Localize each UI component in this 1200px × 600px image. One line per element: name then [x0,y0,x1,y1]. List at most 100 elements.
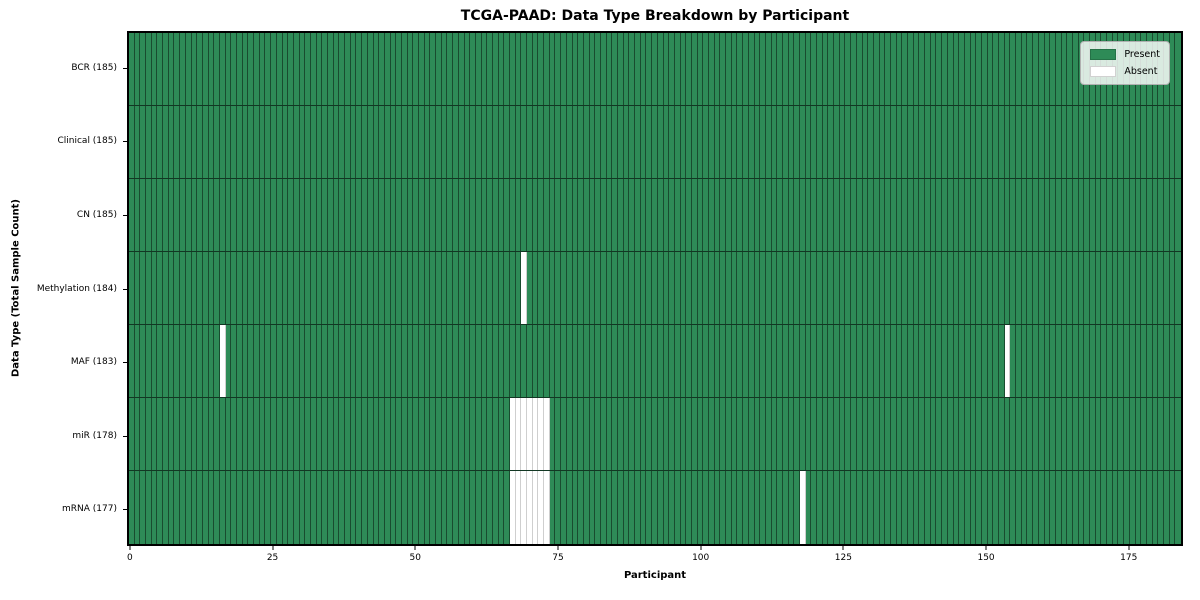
cell-present [754,471,761,544]
cell-present [1072,33,1079,105]
cell-present [635,325,641,397]
cell-present [896,325,903,397]
cell-present [544,325,550,397]
cell-present [413,252,419,324]
cell-present [214,179,220,251]
cell-present [470,106,476,178]
cell-present [578,33,584,105]
cell-present [322,325,329,397]
cell-present [140,398,147,470]
cell-present [231,179,238,251]
cell-present [424,106,431,178]
cell-present [720,398,727,470]
cell-present [1044,179,1051,251]
cell-present [527,252,533,324]
cell-present [1038,252,1045,324]
cell-present [953,252,960,324]
cell-present [981,106,988,178]
cell-present [561,398,567,470]
cell-present [1038,179,1045,251]
cell-present [817,33,823,105]
cell-present [623,33,630,105]
cell-present [549,106,556,178]
cell-present [578,398,584,470]
cell-present [726,471,732,544]
cell-present [578,471,584,544]
cell-present [566,252,573,324]
cell-present [202,179,209,251]
cell-present [509,106,516,178]
cell-present [350,179,357,251]
cell-present [1061,179,1068,251]
cell-present [1169,179,1176,251]
cell-present [259,106,266,178]
cell-present [1010,252,1017,324]
cell-present [879,252,886,324]
cell-present [219,33,226,105]
cell-present [697,325,704,397]
cell-present [185,471,192,544]
cell-present [578,252,584,324]
cell-present [1095,179,1102,251]
cell-present [714,33,721,105]
row-maf [129,325,1181,398]
cell-present [492,106,499,178]
cell-present [999,325,1005,397]
x-tick-mark [700,546,702,550]
cell-present [1112,106,1119,178]
cell-present [555,325,562,397]
cell-present [845,252,852,324]
cell-present [925,33,931,105]
cell-present [151,398,158,470]
cell-present [970,33,977,105]
cell-present [328,398,334,470]
cell-present [1129,471,1136,544]
cell-present [771,106,778,178]
cell-present [589,106,596,178]
plot-area: Present Absent [127,31,1183,546]
cell-present [800,33,806,105]
cell-present [942,471,948,544]
cell-present [504,325,510,397]
cell-present [942,106,948,178]
cell-present [356,106,363,178]
cell-present [1078,179,1085,251]
cell-present [652,33,658,105]
cell-present [214,398,220,470]
cell-present [373,325,380,397]
cell-present [947,179,954,251]
cell-present [669,252,675,324]
cell-present [157,179,164,251]
cell-present [600,33,607,105]
cell-present [356,471,363,544]
cell-present [549,33,556,105]
cell-present [760,252,766,324]
x-tick-mark [272,546,274,550]
cell-present [737,471,744,544]
cell-present [1004,106,1011,178]
cell-present [959,252,965,324]
cell-present [782,179,789,251]
y-tick-label: Clinical (185) [57,136,117,147]
cell-present [800,325,806,397]
cell-present [174,179,181,251]
cell-present [242,179,249,251]
cell-present [350,106,357,178]
cell-present [885,106,891,178]
cell-present [748,179,755,251]
cell-present [265,471,272,544]
cell-present [873,471,880,544]
cell-present [566,179,573,251]
cell-present [464,471,471,544]
cell-present [316,33,323,105]
cell-present [595,106,601,178]
cell-present [419,106,425,178]
cell-present [1141,398,1147,470]
cell-present [293,471,300,544]
cell-present [146,33,152,105]
cell-present [686,398,692,470]
cell-present [902,325,909,397]
cell-present [726,325,732,397]
cell-present [1175,471,1181,544]
cell-present [305,398,311,470]
